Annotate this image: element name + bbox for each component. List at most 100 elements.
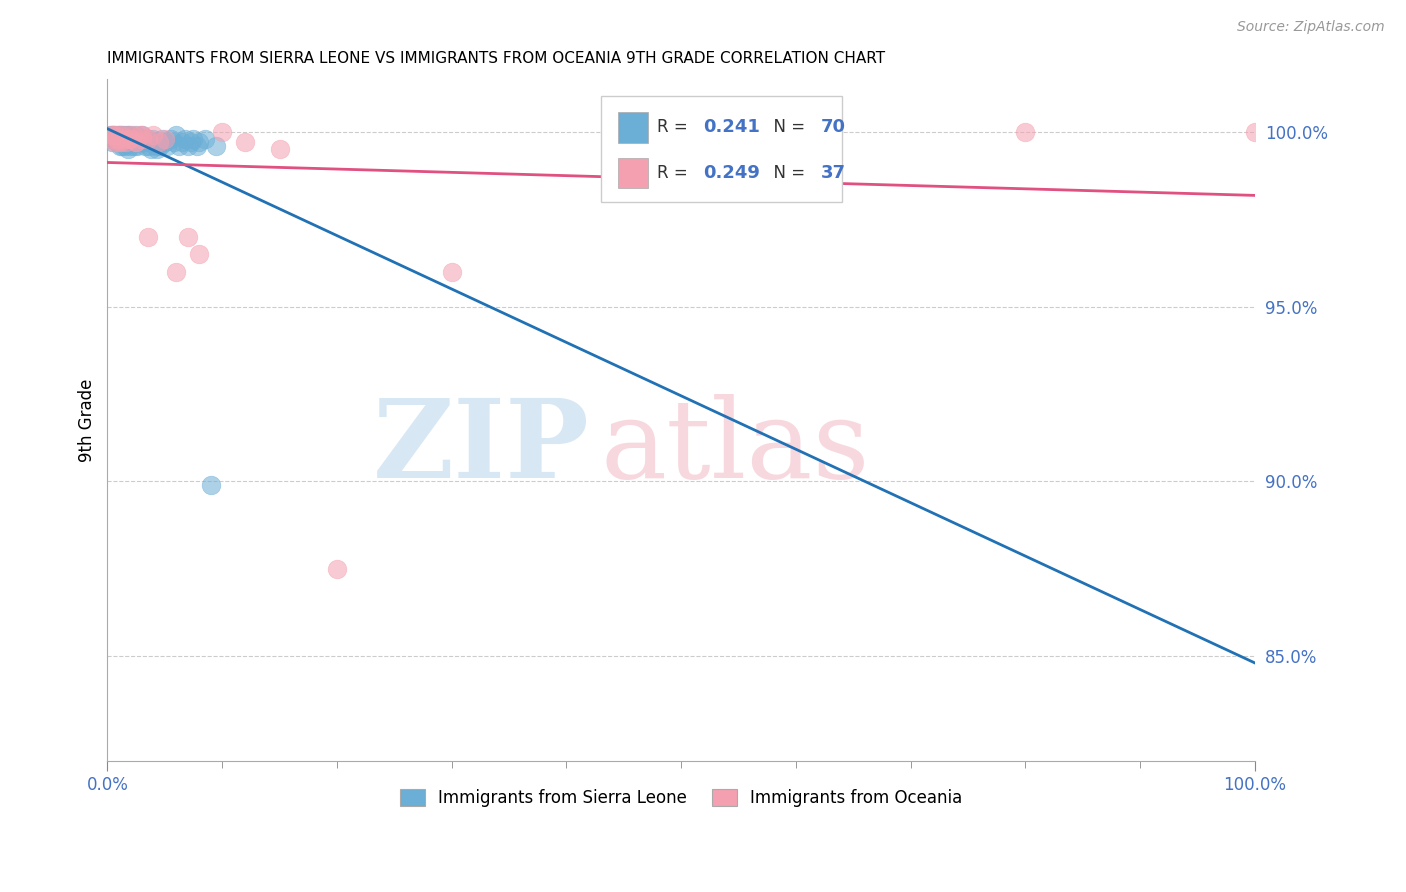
Point [104,128,127,143]
Point [131,136,153,150]
Point [110,136,132,150]
Point [124,132,146,146]
Point [152,132,174,146]
Point [135,136,157,150]
Point [142,128,165,143]
Point [114,132,136,146]
Point [153,132,176,146]
Point [108,136,131,150]
Point [101,132,124,146]
Point [120,128,142,143]
Point [120,132,142,146]
Point [127,138,149,153]
Text: R =: R = [657,119,693,136]
Point [1244,125,1267,139]
Point [125,128,148,143]
Point [105,132,128,146]
Point [121,136,143,150]
Point [139,136,162,150]
Point [114,136,136,150]
Point [103,128,125,143]
Point [142,132,165,146]
Text: IMMIGRANTS FROM SIERRA LEONE VS IMMIGRANTS FROM OCEANIA 9TH GRADE CORRELATION CH: IMMIGRANTS FROM SIERRA LEONE VS IMMIGRAN… [107,51,886,66]
Point [167,138,190,153]
Text: R =: R = [657,164,693,182]
Text: 0.241: 0.241 [703,119,759,136]
Point [111,128,134,143]
Point [115,136,138,150]
Point [128,128,150,143]
Point [165,128,187,143]
Text: N =: N = [762,164,810,182]
Text: atlas: atlas [600,394,870,501]
Point [143,136,166,150]
Point [101,132,124,146]
Point [128,132,150,146]
Point [136,132,159,146]
Point [125,136,148,150]
Point [136,229,159,244]
Text: 37: 37 [821,164,846,182]
Legend: Immigrants from Sierra Leone, Immigrants from Oceania: Immigrants from Sierra Leone, Immigrants… [394,782,969,814]
Point [110,132,132,146]
Point [104,132,127,146]
Point [120,138,142,153]
Point [177,229,200,244]
Point [100,132,122,146]
Point [163,136,186,150]
Point [177,138,200,153]
Point [111,128,134,143]
Y-axis label: 9th Grade: 9th Grade [79,378,96,462]
Point [233,136,256,150]
Point [145,138,167,153]
Point [107,132,129,146]
Point [108,128,131,143]
Point [107,136,129,150]
Point [131,128,153,143]
Point [131,128,153,143]
Point [159,132,181,146]
Point [170,136,193,150]
FancyBboxPatch shape [619,158,648,188]
Point [134,138,156,153]
Point [131,132,153,146]
Point [103,136,125,150]
Point [108,128,131,143]
Text: 0.249: 0.249 [703,164,759,182]
Text: Source: ZipAtlas.com: Source: ZipAtlas.com [1237,20,1385,34]
Point [180,136,202,150]
Point [139,142,162,156]
Point [121,132,143,146]
Point [132,132,155,146]
Point [108,128,131,143]
Point [110,136,132,150]
Point [111,138,134,153]
Point [145,142,167,156]
Point [138,138,160,153]
Point [174,132,197,146]
Point [105,136,128,150]
Point [149,138,172,153]
FancyBboxPatch shape [600,96,842,202]
Point [440,265,463,279]
Point [153,136,176,150]
Point [121,128,143,143]
Point [117,128,139,143]
Text: ZIP: ZIP [373,394,589,501]
Point [108,138,131,153]
Point [98,128,121,143]
Point [188,247,211,261]
Point [205,138,228,153]
Point [101,136,124,150]
Point [118,136,141,150]
Point [269,142,291,156]
Point [148,136,170,150]
Text: N =: N = [762,119,810,136]
Point [117,128,139,143]
Point [100,128,122,143]
Point [194,132,217,146]
Point [114,128,136,143]
FancyBboxPatch shape [619,112,648,143]
Point [188,136,211,150]
Point [156,138,179,153]
